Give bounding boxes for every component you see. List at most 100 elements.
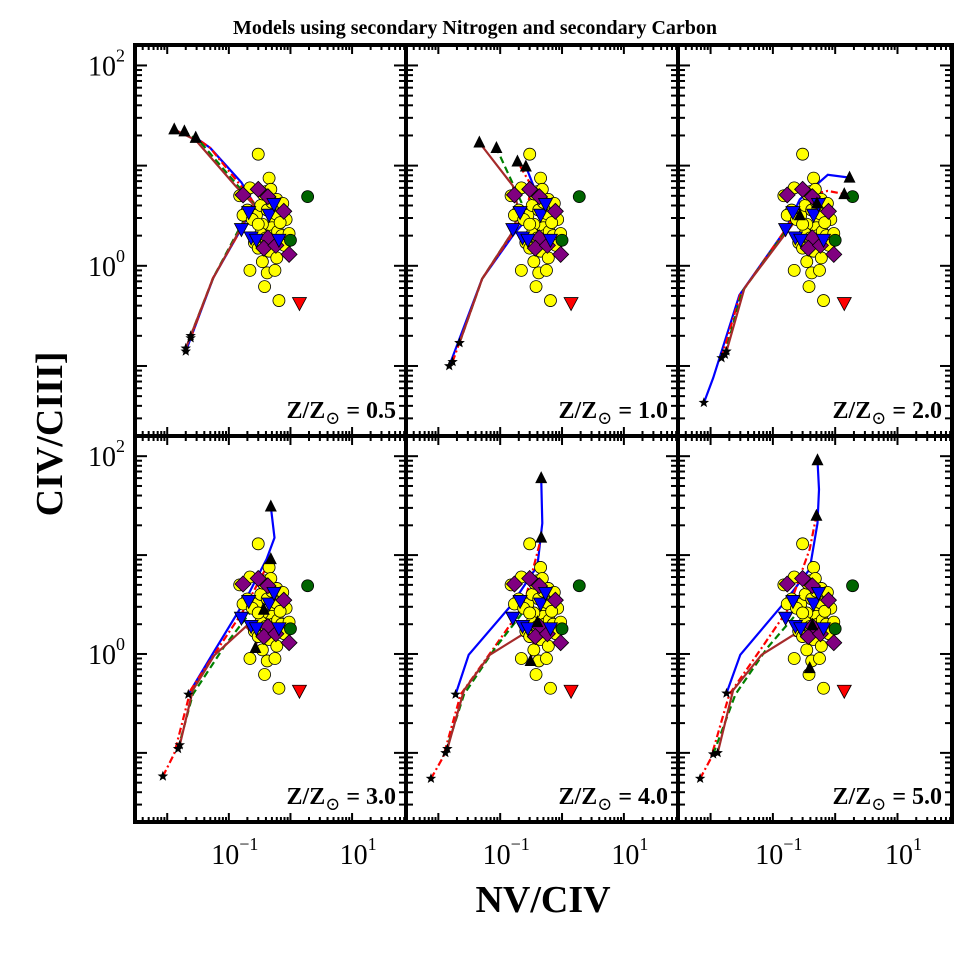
tick-exponent: −1 xyxy=(239,834,258,854)
sun-symbol: ⊙ xyxy=(597,408,612,428)
purple-diamond-point xyxy=(234,186,252,204)
yellow-circle-point xyxy=(796,606,810,620)
tick-base: 10 xyxy=(88,640,116,671)
blue-down-triangle-point xyxy=(505,611,521,627)
model-end-triangle xyxy=(264,552,277,565)
red-down-triangle-point xyxy=(836,297,852,312)
yellow-circle-point xyxy=(802,280,816,293)
model-start-star-icon xyxy=(698,397,710,408)
yellow-circle-point xyxy=(258,668,271,681)
yellow-circle-point xyxy=(262,171,276,185)
y-tick-label: 102 xyxy=(88,436,125,473)
yellow-circle-point xyxy=(251,147,265,161)
model-end-triangle xyxy=(511,154,524,167)
yellow-circle-point xyxy=(813,263,826,277)
tick-base: 10 xyxy=(755,840,783,871)
x-tick-label: 101 xyxy=(340,834,377,871)
purple-diamond-point xyxy=(819,202,838,220)
model-start-star-icon xyxy=(716,352,727,363)
panel-2: Z/Z⊙ = 1.0 xyxy=(404,43,680,438)
model-start-star-icon xyxy=(450,688,461,699)
tick-base: 10 xyxy=(483,840,511,871)
yellow-circle-point xyxy=(273,604,287,618)
model-end-triangle xyxy=(843,170,856,183)
blue-down-triangle-point xyxy=(805,597,822,612)
purple-diamond-point xyxy=(794,180,812,198)
blue-down-triangle-point xyxy=(266,198,282,213)
purple-diamond-point xyxy=(521,569,539,588)
tick-exponent: 1 xyxy=(913,834,922,854)
x-tick-label: 101 xyxy=(611,834,648,871)
model-end-triangle xyxy=(264,499,277,512)
yellow-circle-point xyxy=(814,639,828,653)
tick-exponent: −1 xyxy=(511,834,530,854)
chart-title: Models using secondary Nitrogen and seco… xyxy=(233,17,717,39)
model-start-star-icon xyxy=(185,330,196,341)
purple-diamond-point xyxy=(280,634,298,652)
yellow-circle-point xyxy=(544,294,557,307)
model-end-triangle xyxy=(535,471,548,484)
purple-diamond-point xyxy=(819,591,838,609)
green-circle-point xyxy=(572,190,586,204)
blue-down-triangle-point xyxy=(793,622,809,637)
model-end-triangle xyxy=(810,508,823,521)
red-down-triangle-point xyxy=(291,684,308,700)
tick-exponent: 1 xyxy=(639,834,648,854)
tick-exponent: 1 xyxy=(368,834,377,854)
purple-diamond-point xyxy=(778,186,796,204)
yellow-circle-point xyxy=(796,147,810,161)
yellow-circle-point xyxy=(514,652,528,665)
panel-3: Z/Z⊙ = 2.0 xyxy=(676,43,954,438)
sun-symbol: ⊙ xyxy=(871,794,886,814)
panel-label-prefix: Z/Z xyxy=(559,784,598,810)
model-end-triangle xyxy=(793,208,806,221)
model-start-star-icon xyxy=(721,687,732,698)
blue-down-triangle-point xyxy=(785,595,801,610)
yellow-circle-point xyxy=(818,216,832,229)
panel-label-prefix: Z/Z xyxy=(287,398,326,424)
y-tick-label: 102 xyxy=(88,45,125,82)
panel-label-value: = 2.0 xyxy=(886,398,942,424)
purple-diamond-point xyxy=(552,245,570,263)
purple-diamond-point xyxy=(275,202,293,220)
blue-down-triangle-point xyxy=(542,622,559,637)
y-tick-label: 100 xyxy=(88,246,125,283)
blue-down-triangle-point xyxy=(505,223,521,238)
yellow-circle-point xyxy=(523,147,537,161)
blue-down-triangle-point xyxy=(248,622,265,637)
purple-diamond-point xyxy=(794,569,812,588)
green-circle-point xyxy=(301,190,315,204)
yellow-circle-point xyxy=(272,681,286,695)
blue-down-triangle-point xyxy=(233,223,250,238)
blue-down-triangle-point xyxy=(512,595,528,610)
blue-down-triangle-point xyxy=(248,233,265,249)
yellow-circle-point xyxy=(544,681,557,695)
panel-frame xyxy=(676,434,954,824)
tick-base: 10 xyxy=(88,51,116,82)
x-tick-label: 10−1 xyxy=(755,834,802,871)
model-end-triangle xyxy=(189,130,202,143)
panel-label-prefix: Z/Z xyxy=(833,398,872,424)
model-end-triangle xyxy=(524,653,537,666)
panel-label-value: = 4.0 xyxy=(612,784,668,810)
model-start-star-icon xyxy=(712,747,723,758)
purple-diamond-point xyxy=(778,575,796,593)
green-circle-point xyxy=(284,233,297,247)
panel-label: Z/Z⊙ = 5.0 xyxy=(833,784,942,814)
purple-diamond-point xyxy=(505,575,524,593)
red-down-triangle-point xyxy=(291,297,308,312)
blue-down-triangle-point xyxy=(810,586,827,602)
panel-label: Z/Z⊙ = 2.0 xyxy=(833,398,942,428)
yellow-circle-point xyxy=(523,606,537,620)
panel-5: Z/Z⊙ = 4.0 10−1 101 xyxy=(404,434,680,871)
blue-down-triangle-point xyxy=(512,206,528,221)
model-start-star-icon xyxy=(447,356,458,367)
purple-diamond-point xyxy=(280,245,298,263)
tick-exponent: 0 xyxy=(116,246,125,266)
sun-symbol: ⊙ xyxy=(597,794,612,814)
purple-diamond-point xyxy=(825,245,843,263)
yellow-circle-point xyxy=(529,668,543,681)
yellow-circle-point xyxy=(268,652,282,665)
